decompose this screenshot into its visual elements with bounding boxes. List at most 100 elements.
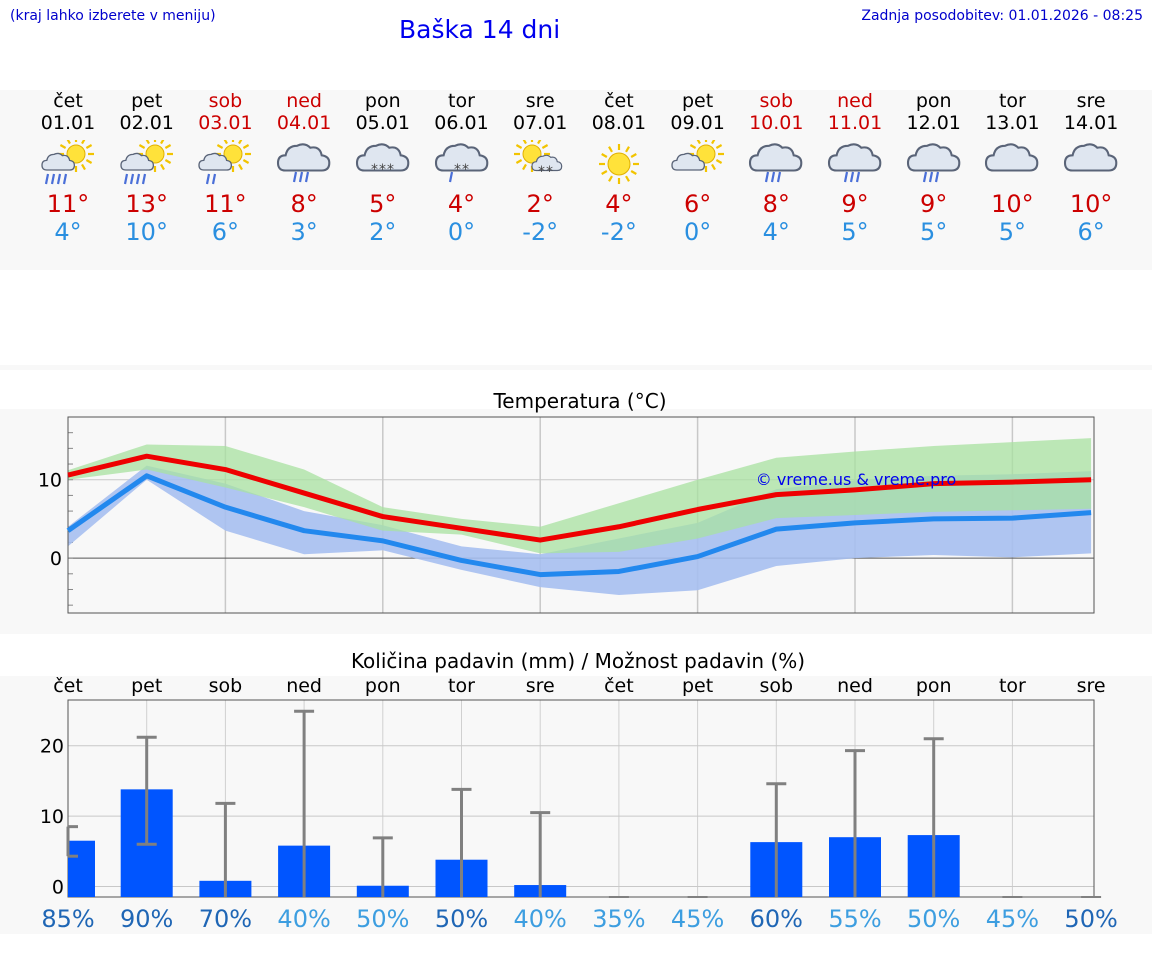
day-name: pet xyxy=(681,90,714,112)
precipitation-chance-label: 45% xyxy=(671,905,724,933)
day-name: tor xyxy=(998,90,1026,112)
sun-icon xyxy=(580,140,658,190)
max-temperature: 9° xyxy=(841,190,869,218)
day-date: 06.01 xyxy=(434,112,489,134)
day-name: pet xyxy=(131,90,163,112)
forecast-strip-background xyxy=(0,90,1152,270)
min-temperature: 0° xyxy=(447,218,476,246)
max-temperature-line xyxy=(67,453,1092,543)
y-tick-label: 0 xyxy=(52,876,64,898)
day-forecast: sre 14.01 10° 6° xyxy=(1052,90,1130,246)
category-label: pon xyxy=(365,675,401,697)
svg-text:*: * xyxy=(371,162,378,178)
day-date: 04.01 xyxy=(276,112,332,134)
day-forecast: pon 05.01 * * * 5° 2° xyxy=(344,90,422,246)
category-label: pet xyxy=(131,675,162,697)
min-temperature: -2° xyxy=(600,218,637,246)
day-name: sob xyxy=(208,90,243,112)
temperature-chart: Temperatura (°C) 0 10 © vreme.us & vreme.p… xyxy=(38,389,1095,614)
min-temperature: 4° xyxy=(54,218,82,246)
category-label: sob xyxy=(209,675,243,697)
max-temperature: 13° xyxy=(125,190,168,218)
day-date: 01.01 xyxy=(40,112,96,134)
max-temperature: 10° xyxy=(1069,190,1113,218)
cloud-rain-icon xyxy=(816,140,894,190)
day-forecast: pet 02.01 13° 10° xyxy=(108,90,186,246)
min-temperature-line xyxy=(66,473,1092,578)
day-name: sre xyxy=(1076,90,1106,112)
day-forecast: ned 11.01 9° 5° xyxy=(816,90,894,246)
min-temperature: -2° xyxy=(522,218,559,246)
precipitation-chart-title: Količina padavin (mm) / Možnost padavin … xyxy=(351,649,805,673)
precipitation-plot-frame xyxy=(67,699,1095,898)
min-temperature: 10° xyxy=(125,218,168,246)
day-date: 11.01 xyxy=(827,112,883,134)
svg-text:*: * xyxy=(379,162,386,178)
category-label: sre xyxy=(1077,675,1106,697)
day-forecast: čet 08.01 4° -2° xyxy=(580,90,658,246)
precipitation-chance-label: 40% xyxy=(514,905,567,933)
category-label: ned xyxy=(286,675,322,697)
precipitation-bar xyxy=(68,840,95,897)
category-label: ned xyxy=(837,675,873,697)
min-temperature: 4° xyxy=(762,218,790,246)
day-forecast: čet 01.01 11° 4° xyxy=(29,90,107,246)
svg-text:*: * xyxy=(387,162,394,178)
day-name: pon xyxy=(915,90,952,112)
category-label: tor xyxy=(999,675,1026,697)
min-temperature: 6° xyxy=(1077,218,1105,246)
category-label: čet xyxy=(604,675,634,697)
day-date: 14.01 xyxy=(1063,112,1119,134)
page-title: Baška 14 dni xyxy=(399,15,561,44)
cloud-icon xyxy=(1052,140,1130,190)
category-label: tor xyxy=(448,675,475,697)
day-forecast: tor 06.01 * * 4° 0° xyxy=(423,90,501,246)
day-forecast: sob 10.01 8° 4° xyxy=(737,90,815,246)
cloud-rain-icon xyxy=(737,140,815,190)
min-temperature: 2° xyxy=(369,218,397,246)
cloud-rain-icon xyxy=(265,140,343,190)
sun-cloud-icon xyxy=(659,140,737,190)
min-temperature: 0° xyxy=(683,218,712,246)
day-forecast: ned 04.01 8° 3° xyxy=(265,90,343,246)
precipitation-chance-label: 50% xyxy=(435,905,488,933)
temperature-plot-frame xyxy=(67,416,1095,614)
precipitation-chance-label: 90% xyxy=(120,905,173,933)
sun-cloud-rain-icon xyxy=(108,140,186,190)
max-temperature: 4° xyxy=(447,190,476,218)
min-temperature: 5° xyxy=(998,218,1027,246)
precipitation-chance-label: 85% xyxy=(41,905,94,933)
cloud-sleet-icon: * * xyxy=(423,140,501,190)
category-label: sre xyxy=(526,675,555,697)
cloud-icon xyxy=(973,140,1051,190)
last-updated: Zadnja posodobitev: 01.01.2026 - 08:25 xyxy=(861,8,1143,24)
day-date: 03.01 xyxy=(198,112,253,134)
section-divider xyxy=(0,365,1152,370)
day-forecast: sre 07.01 * * 2° -2° xyxy=(501,90,579,246)
max-temperature: 9° xyxy=(920,190,948,218)
max-temperature: 11° xyxy=(46,190,90,218)
day-date: 02.01 xyxy=(119,112,174,134)
min-temperature: 5° xyxy=(920,218,948,246)
category-label: pet xyxy=(682,675,713,697)
day-forecast: pet 09.01 6° 0° xyxy=(659,90,737,246)
svg-text:*: * xyxy=(462,162,469,178)
precipitation-chance-label: 45% xyxy=(986,905,1039,933)
watermark: © vreme.us & vreme.pro xyxy=(756,470,957,489)
sun-cloud-rain-icon xyxy=(29,140,107,190)
day-name: ned xyxy=(837,90,873,112)
day-name: čet xyxy=(604,90,634,112)
max-temperature-range xyxy=(68,438,1092,554)
category-label: pon xyxy=(916,675,952,697)
max-temperature: 8° xyxy=(290,190,318,218)
svg-text:*: * xyxy=(538,164,545,180)
cloud-rain-icon xyxy=(895,140,973,190)
max-temperature: 5° xyxy=(369,190,397,218)
precipitation-chance-label: 35% xyxy=(592,905,645,933)
precipitation-chance-label: 55% xyxy=(828,905,881,933)
precipitation-chance-label: 50% xyxy=(356,905,409,933)
max-temperature: 11° xyxy=(204,190,247,218)
day-date: 12.01 xyxy=(906,112,961,134)
y-tick-label: 0 xyxy=(50,548,62,570)
day-name: pon xyxy=(364,90,401,112)
